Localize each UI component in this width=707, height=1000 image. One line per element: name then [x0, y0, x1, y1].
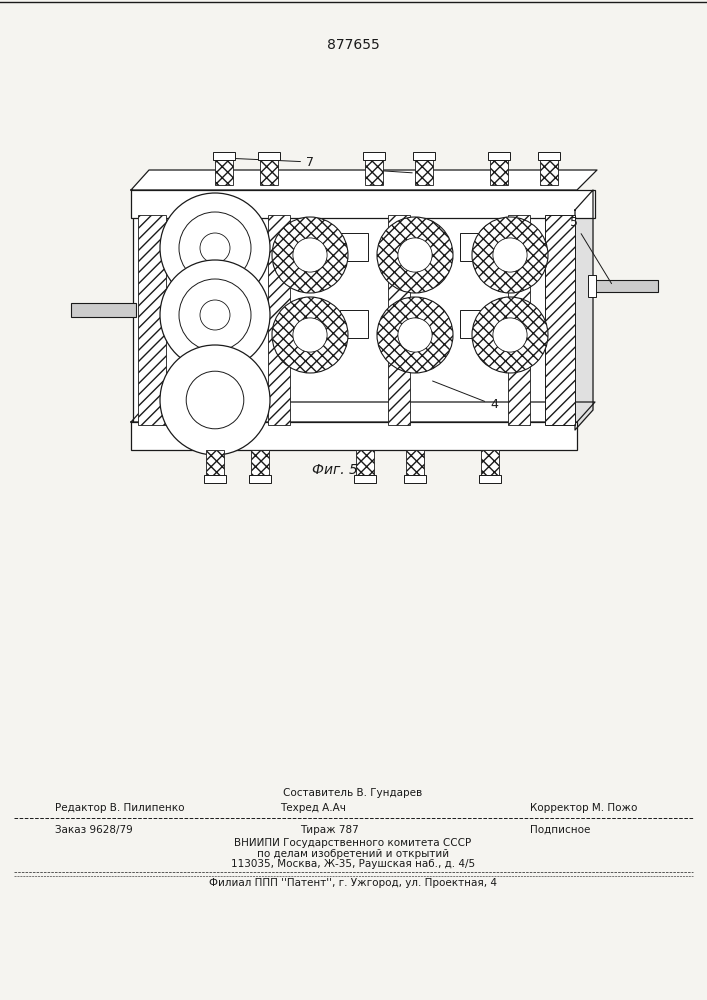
Polygon shape [575, 190, 593, 430]
Text: Подписное: Подписное [530, 825, 590, 835]
Bar [415, 160, 433, 185]
Bar [488, 152, 510, 160]
Circle shape [186, 371, 244, 429]
Bar [363, 152, 385, 160]
Text: 7: 7 [227, 155, 314, 168]
Bar [131, 190, 595, 218]
Bar [593, 280, 658, 292]
Circle shape [160, 345, 270, 455]
Bar [354, 475, 376, 483]
Circle shape [200, 233, 230, 263]
Text: Фиг. 5: Фиг. 5 [312, 463, 358, 477]
Circle shape [179, 279, 251, 351]
Bar [251, 450, 269, 475]
Text: 6: 6 [366, 163, 412, 176]
Circle shape [493, 238, 527, 272]
Bar [356, 450, 374, 475]
Bar [204, 475, 226, 483]
Bar [215, 160, 233, 185]
Bar [460, 233, 488, 261]
Circle shape [472, 297, 548, 373]
Text: Корректор М. Пожо: Корректор М. Пожо [530, 803, 638, 813]
Bar [406, 450, 424, 475]
Bar [413, 152, 435, 160]
Bar [258, 152, 280, 160]
Text: по делам изобретений и открытий: по делам изобретений и открытий [257, 849, 449, 859]
Bar [133, 210, 575, 430]
Text: Тираж 787: Тираж 787 [300, 825, 358, 835]
Circle shape [377, 297, 453, 373]
Bar [138, 215, 166, 425]
Circle shape [179, 212, 251, 284]
Circle shape [493, 318, 527, 352]
Circle shape [272, 217, 348, 293]
Bar [340, 310, 368, 338]
Bar [479, 475, 501, 483]
Circle shape [200, 300, 230, 330]
Bar [481, 450, 499, 475]
Circle shape [472, 217, 548, 293]
Bar [540, 160, 558, 185]
Bar [404, 475, 426, 483]
Text: 5: 5 [570, 216, 612, 284]
Bar [213, 152, 235, 160]
Circle shape [160, 193, 270, 303]
Circle shape [293, 318, 327, 352]
Bar [508, 215, 530, 425]
Circle shape [160, 260, 270, 370]
Circle shape [398, 238, 432, 272]
Bar [131, 422, 577, 450]
Bar [249, 475, 271, 483]
Polygon shape [131, 170, 597, 190]
Text: ВНИИПИ Государственного комитета СССР: ВНИИПИ Государственного комитета СССР [235, 838, 472, 848]
Bar [340, 233, 368, 261]
Bar [71, 303, 136, 317]
Text: Редактор В. Пилипенко: Редактор В. Пилипенко [55, 803, 185, 813]
Bar [588, 275, 596, 297]
Bar [545, 215, 575, 425]
Circle shape [377, 217, 453, 293]
Polygon shape [131, 402, 595, 422]
Bar [206, 450, 224, 475]
Bar [490, 160, 508, 185]
Circle shape [293, 238, 327, 272]
Bar [260, 160, 278, 185]
Bar [538, 152, 560, 160]
Text: 113035, Москва, Ж-35, Раушская наб., д. 4/5: 113035, Москва, Ж-35, Раушская наб., д. … [231, 859, 475, 869]
Text: Техред А.Ач: Техред А.Ач [280, 803, 346, 813]
Bar [365, 160, 383, 185]
Bar [460, 310, 488, 338]
Text: Составитель В. Гундарев: Составитель В. Гундарев [284, 788, 423, 798]
Circle shape [272, 297, 348, 373]
Text: 4: 4 [433, 381, 498, 412]
Bar [268, 215, 290, 425]
Text: 877655: 877655 [327, 38, 380, 52]
Bar [388, 215, 410, 425]
Circle shape [398, 318, 432, 352]
Text: Заказ 9628/79: Заказ 9628/79 [55, 825, 133, 835]
Text: Филиал ППП ''Патент'', г. Ужгород, ул. Проектная, 4: Филиал ППП ''Патент'', г. Ужгород, ул. П… [209, 878, 497, 888]
